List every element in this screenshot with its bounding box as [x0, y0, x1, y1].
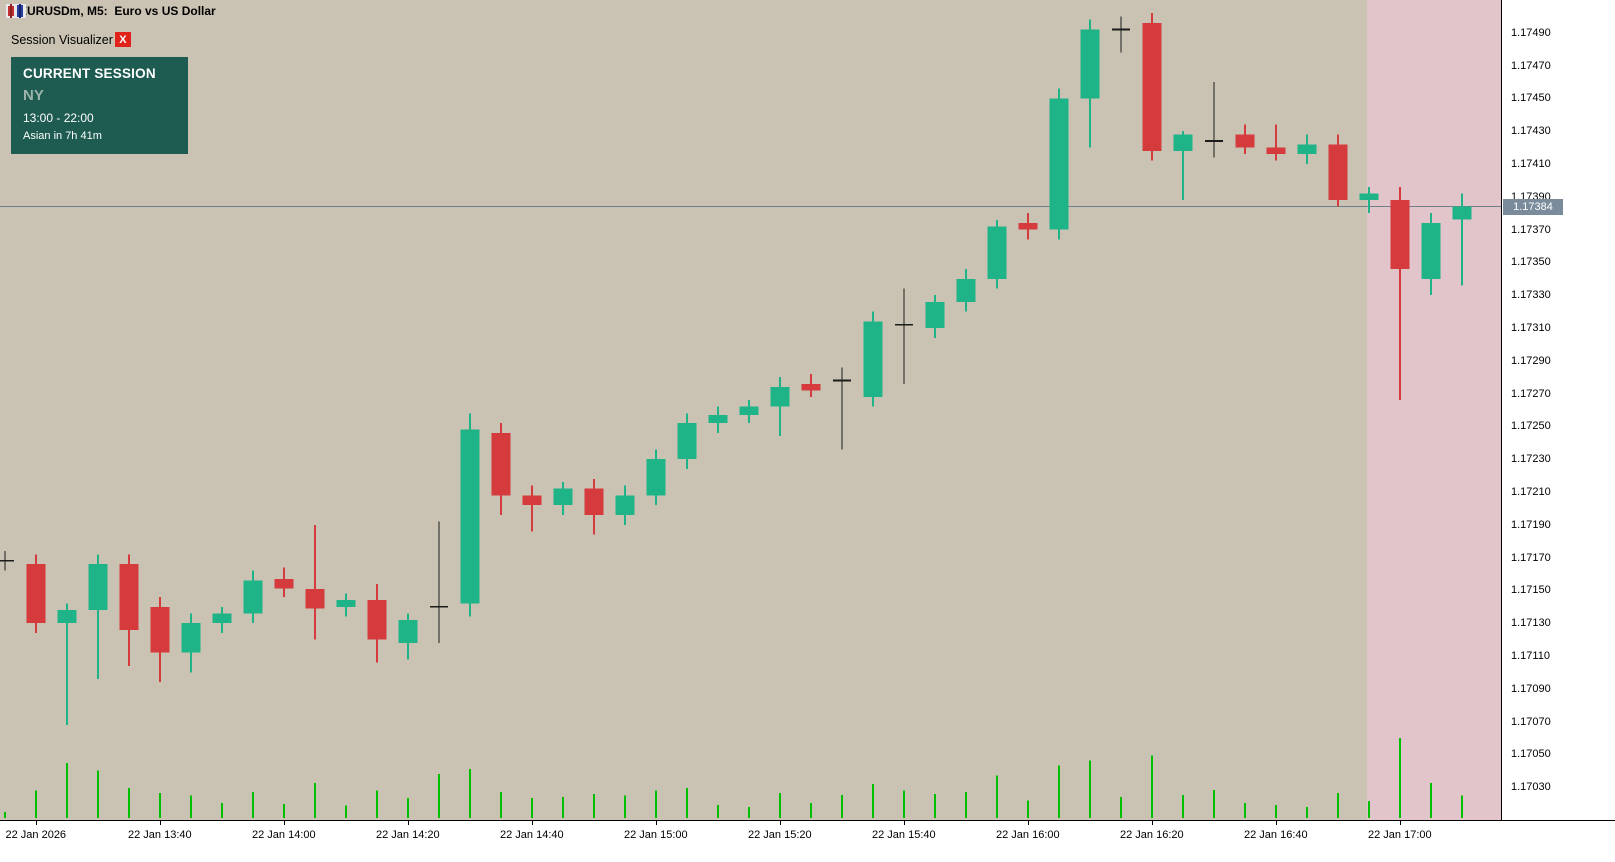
price-axis-label: 1.17450: [1511, 92, 1551, 105]
time-axis-tick: [284, 821, 285, 825]
price-axis-label: 1.17270: [1511, 387, 1551, 400]
price-axis-label: 1.17290: [1511, 354, 1551, 367]
time-axis-tick: [532, 821, 533, 825]
time-axis-label: 22 Jan 14:20: [376, 829, 440, 841]
session-visualizer-panel: CURRENT SESSION NY 13:00 - 22:00 Asian i…: [11, 57, 188, 154]
price-axis-label: 1.17370: [1511, 223, 1551, 236]
time-axis-label: 22 Jan 14:00: [252, 829, 316, 841]
price-axis-label: 1.17170: [1511, 551, 1551, 564]
time-axis-label: 22 Jan 14:40: [500, 829, 564, 841]
time-axis-label: 22 Jan 16:20: [1120, 829, 1184, 841]
price-axis-label: 1.17190: [1511, 518, 1551, 531]
session-panel-session-name: NY: [23, 87, 44, 104]
indicator-header: Session Visualizer X: [11, 32, 131, 47]
time-axis-label: 22 Jan 17:00: [1368, 829, 1432, 841]
price-axis-label: 1.17110: [1511, 650, 1550, 662]
chart-title-row: EURUSDm, M5: Euro vs US Dollar: [6, 4, 216, 18]
time-axis-tick: [36, 821, 37, 825]
time-axis-label: 22 Jan 2026: [5, 829, 67, 841]
time-axis-label: 22 Jan 13:40: [128, 829, 192, 841]
price-axis-label: 1.17470: [1511, 59, 1551, 72]
time-axis-tick: [1276, 821, 1277, 825]
time-axis-label: 22 Jan 15:00: [624, 829, 688, 841]
time-axis-tick: [1152, 821, 1153, 825]
session-panel-heading: CURRENT SESSION: [23, 66, 156, 81]
price-axis-label: 1.17310: [1511, 322, 1551, 334]
session-band: [1367, 0, 1501, 820]
time-axis-tick: [1028, 821, 1029, 825]
price-axis-label: 1.17250: [1511, 420, 1551, 433]
time-axis-label: 22 Jan 15:40: [872, 829, 936, 841]
session-panel-next-session: Asian in 7h 41m: [23, 130, 102, 142]
time-axis-tick: [904, 821, 905, 825]
price-axis-label: 1.17230: [1511, 453, 1551, 466]
time-axis-tick: [1400, 821, 1401, 825]
price-axis-label: 1.17150: [1511, 584, 1551, 597]
price-axis-label: 1.17490: [1511, 26, 1551, 39]
time-axis-label: 22 Jan 16:40: [1244, 829, 1308, 841]
price-axis-label: 1.17030: [1511, 781, 1551, 794]
price-axis-label: 1.17430: [1511, 125, 1551, 138]
price-axis-label: 1.17050: [1511, 748, 1551, 761]
price-axis[interactable]: 1.17384 1.17490 1.17470 1.17450 1.17430 1.17…: [1501, 0, 1615, 820]
time-axis-tick: [408, 821, 409, 825]
time-axis[interactable]: 22 Jan 2026 22 Jan 13:40 22 Jan 14:00 22 Ja…: [0, 820, 1615, 862]
current-price-badge: 1.17384: [1503, 198, 1563, 215]
time-axis-label: 22 Jan 15:20: [748, 829, 812, 841]
price-axis-label: 1.17070: [1511, 715, 1551, 728]
chart-plot-area[interactable]: EURUSDm, M5: Euro vs US Dollar Session V…: [0, 0, 1501, 820]
price-axis-label: 1.17090: [1511, 682, 1551, 695]
chart-title: EURUSDm, M5: Euro vs US Dollar: [19, 4, 216, 18]
session-panel-hours: 13:00 - 22:00: [23, 111, 94, 125]
time-axis-label: 22 Jan 16:00: [996, 829, 1060, 841]
time-axis-tick: [160, 821, 161, 825]
time-axis-tick: [656, 821, 657, 825]
price-axis-label: 1.17330: [1511, 289, 1551, 302]
indicator-name: Session Visualizer: [11, 32, 113, 47]
price-axis-label: 1.17210: [1511, 486, 1551, 498]
price-axis-label: 1.17350: [1511, 256, 1551, 269]
indicator-close-button[interactable]: X: [114, 32, 131, 47]
price-axis-label: 1.17410: [1511, 158, 1551, 170]
candlestick-plot: [0, 0, 1501, 820]
time-axis-tick: [780, 821, 781, 825]
price-axis-label: 1.17130: [1511, 617, 1551, 630]
